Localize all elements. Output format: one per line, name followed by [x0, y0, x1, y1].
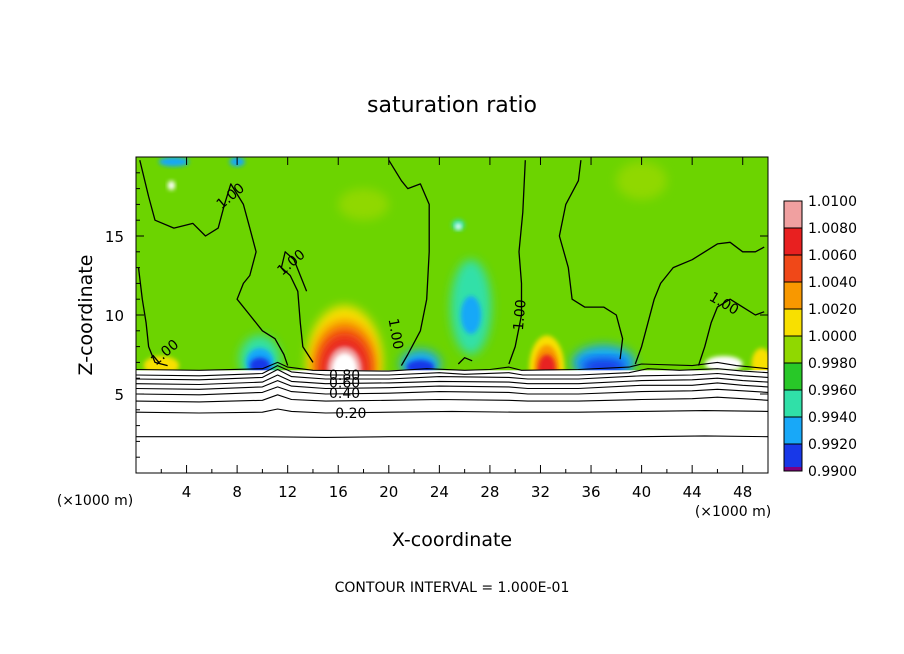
colorbar-label: 1.0000 — [808, 329, 857, 345]
colorbar-label: 0.9920 — [808, 437, 857, 453]
y-axis: 5 10 15 — [105, 172, 768, 458]
contour-label: 0.80 — [329, 368, 360, 384]
field-blob-21 — [616, 161, 667, 200]
x-axis: 4 8 12 16 20 24 28 32 36 40 44 48 — [160, 157, 752, 501]
colorbar-segment — [784, 390, 802, 418]
contour-label: 0.40 — [329, 386, 360, 402]
contour-line-3 — [388, 159, 430, 366]
contour-line-17 — [136, 435, 768, 438]
colorbar-label: 0.9940 — [808, 410, 857, 426]
y-tick-label: 10 — [105, 307, 124, 325]
x-tick-label: 36 — [581, 483, 600, 501]
y-axis-title: Z-coordinate — [75, 255, 97, 376]
x-unit-label-left: (×1000 m) — [57, 493, 133, 509]
x-axis-title: X-coordinate — [392, 529, 512, 551]
x-tick-label: 40 — [632, 483, 651, 501]
contour-line-5 — [558, 160, 624, 360]
contour-line-12 — [136, 374, 768, 386]
contour-label: 0.20 — [335, 406, 366, 422]
colorbar-segment — [784, 201, 802, 229]
field-blob-22 — [338, 188, 389, 221]
x-tick-label: 20 — [379, 483, 398, 501]
field-blob-27 — [455, 223, 462, 230]
contour-line-4 — [508, 160, 526, 365]
contour-label: 0.60 — [329, 376, 360, 392]
colorbar-label: 0.9980 — [808, 356, 857, 372]
colorbar-label: 1.0080 — [808, 221, 857, 237]
colorbar-segment — [784, 417, 802, 445]
plot-area: 1.001.001.001.00 1.001.000.800.600.400.20 — [136, 157, 768, 473]
contour-line-1 — [137, 267, 168, 367]
y-tick-label: 5 — [114, 386, 124, 404]
contour-line-13 — [136, 380, 768, 390]
colorbar: 1.0100 1.0080 1.0060 1.0040 1.0020 1.0000 0.99… — [783, 194, 857, 480]
contour-line-7 — [697, 298, 765, 366]
x-tick-label: 44 — [683, 483, 702, 501]
field-blob-23 — [158, 157, 190, 167]
contour-line-14 — [136, 386, 768, 396]
contour-interval-note: CONTOUR INTERVAL = 1.000E-01 — [335, 580, 570, 596]
contour-line-2 — [280, 251, 314, 363]
contour-lines — [136, 159, 768, 438]
colorbar-segment — [784, 309, 802, 337]
x-tick-label: 48 — [733, 483, 752, 501]
colorbar-segment — [784, 255, 802, 283]
field-blob-26 — [167, 180, 176, 191]
colorbar-segment — [784, 282, 802, 310]
colorbar-label: 1.0040 — [808, 275, 857, 291]
contour-label: 1.00 — [385, 317, 406, 350]
colorbar-label: 0.9960 — [808, 383, 857, 399]
colorbar-segment — [784, 444, 802, 472]
field-blob-11 — [249, 357, 270, 374]
y-tick-label: 15 — [105, 228, 124, 246]
colorbar-label: 1.0100 — [808, 194, 857, 210]
colorbar-segment — [784, 336, 802, 364]
colorbar-segment — [784, 228, 802, 256]
x-unit-label-right: (×1000 m) — [695, 504, 771, 520]
x-tick-label: 28 — [480, 483, 499, 501]
colorbar-label: 1.0060 — [808, 248, 857, 264]
colorbar-segment — [784, 363, 802, 391]
colorbar-label: 1.0020 — [808, 302, 857, 318]
colorbar-label: 0.9900 — [808, 464, 857, 480]
chart-title: saturation ratio — [367, 93, 537, 118]
contour-line-6 — [634, 241, 765, 365]
contour-line-10 — [136, 365, 768, 377]
contour-label: 1.00 — [511, 299, 530, 331]
contour-line-9 — [136, 361, 768, 372]
contour-line-15 — [136, 394, 768, 403]
x-tick-label: 12 — [278, 483, 297, 501]
x-tick-label: 8 — [232, 483, 242, 501]
colorbar-segment-bottom — [784, 467, 802, 471]
contour-line-11 — [136, 368, 768, 381]
contour-line-8 — [457, 357, 473, 365]
x-tick-label: 32 — [531, 483, 550, 501]
contour-line-0 — [139, 160, 289, 366]
x-tick-label: 16 — [329, 483, 348, 501]
x-tick-label: 4 — [182, 483, 192, 501]
field-blob-17 — [460, 296, 482, 334]
contour-line-16 — [136, 408, 768, 414]
x-tick-label: 24 — [430, 483, 449, 501]
